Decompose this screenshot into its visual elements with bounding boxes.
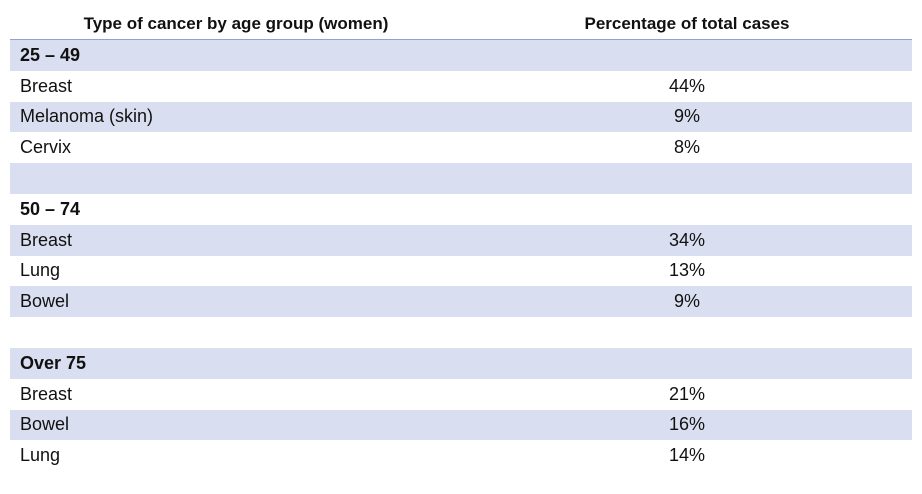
percentage: 13% [668,260,706,281]
cancer-type: Breast [20,229,73,250]
header-type-column: Type of cancer by age group (women) [83,13,389,33]
group-row-over-75: Over 75 [10,347,912,379]
table-row: Breast 34% [10,224,912,256]
cancer-type: Cervix [20,137,72,158]
table-row: Lung 13% [10,256,912,287]
spacer-row [10,317,912,348]
cancer-type: Melanoma (skin) [20,106,154,127]
cancer-type: Bowel [20,291,70,312]
percentage: 34% [668,229,706,250]
cancer-type: Lung [20,260,61,281]
cancer-type: Bowel [20,414,70,435]
cancer-type: Lung [20,445,61,466]
table-row: Cervix 8% [10,132,912,163]
percentage: 9% [673,106,700,127]
header-percentage-column: Percentage of total cases [584,13,790,33]
percentage: 14% [668,445,706,466]
percentage: 8% [673,137,700,158]
group-row-50-74: 50 – 74 [10,194,912,225]
percentage: 9% [673,291,700,312]
table-row: Melanoma (skin) 9% [10,101,912,133]
cancer-type: Breast [20,383,73,404]
table-header: Type of cancer by age group (women) Perc… [10,8,912,40]
group-title: Over 75 [20,352,87,373]
table-row: Lung 14% [10,440,912,471]
table-row: Breast 44% [10,71,912,102]
table-row: Bowel 9% [10,286,912,318]
table-row: Breast 21% [10,379,912,410]
group-title: 50 – 74 [20,198,81,219]
spacer-row [10,163,912,194]
percentage: 16% [668,414,706,435]
cancer-type: Breast [20,75,73,96]
percentage: 21% [668,383,706,404]
cancer-table: Type of cancer by age group (women) Perc… [10,8,912,471]
table-row: Bowel 16% [10,409,912,441]
group-title: 25 – 49 [20,44,81,65]
percentage: 44% [668,75,706,96]
group-row-25-49: 25 – 49 [10,40,912,71]
